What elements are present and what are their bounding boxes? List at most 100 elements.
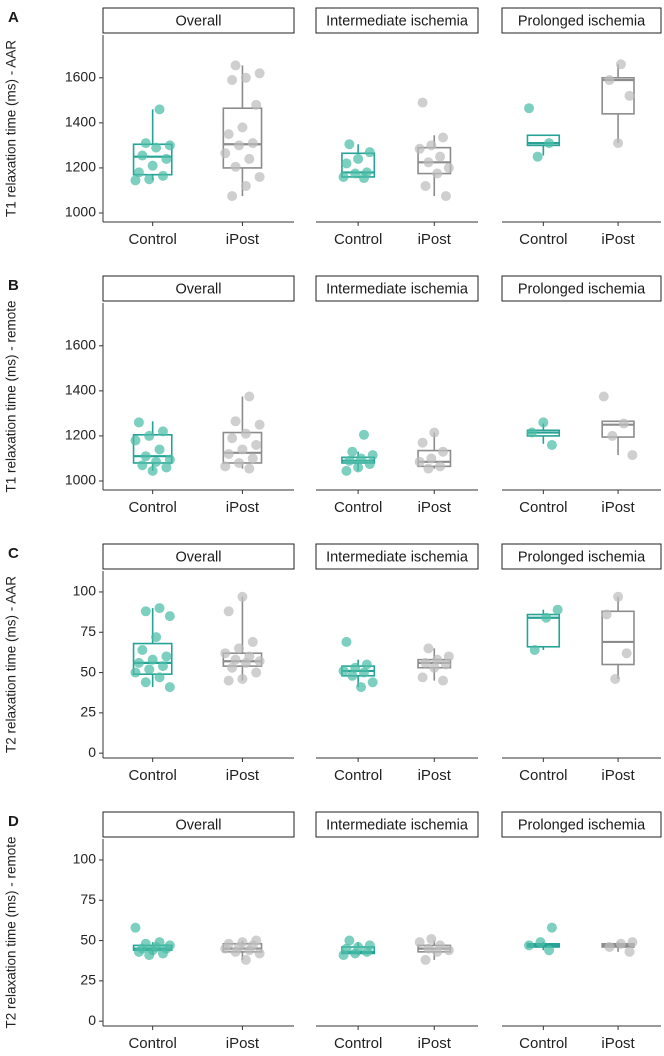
data-point (247, 636, 258, 647)
data-point (417, 97, 428, 108)
x-tick-label: iPost (418, 499, 452, 516)
box-control (338, 636, 378, 693)
data-point (435, 461, 446, 472)
data-point (443, 651, 454, 662)
data-point (133, 417, 144, 428)
facet-3: Prolonged ischemia Control iPost (501, 811, 662, 1052)
x-tick-label: Control (334, 1035, 382, 1051)
data-point (230, 654, 241, 665)
x-tick-label: Control (128, 1035, 176, 1051)
data-point (526, 427, 537, 438)
data-point (223, 129, 234, 140)
data-point (240, 72, 251, 83)
data-point (535, 937, 546, 948)
data-point (154, 104, 165, 115)
data-point (240, 180, 251, 191)
data-point (137, 460, 148, 471)
facet-title: Prolonged ischemia (518, 817, 646, 833)
data-point (341, 158, 352, 169)
data-point (341, 636, 352, 647)
y-tick-label: 75 (80, 891, 96, 907)
data-point (151, 632, 162, 643)
data-point (414, 143, 425, 154)
box-control (341, 429, 378, 476)
box-iqr (132, 642, 173, 675)
data-point (598, 391, 609, 402)
box-control (526, 604, 563, 655)
y-tick-label: 0 (88, 744, 96, 760)
data-point (426, 933, 437, 944)
y-tick-label: 1600 (65, 69, 96, 85)
x-tick-label: Control (519, 499, 567, 516)
box-ipost (601, 937, 638, 957)
data-point (429, 427, 440, 438)
data-point (164, 611, 175, 622)
box-ipost (601, 591, 635, 685)
data-point (435, 151, 446, 162)
facet-strip (501, 811, 662, 838)
data-point (443, 945, 454, 956)
data-point (613, 138, 624, 149)
data-point (154, 444, 165, 455)
facet-strip (501, 543, 662, 570)
data-point (237, 444, 248, 455)
facet-1: Overall Control iPost (102, 811, 295, 1052)
facet-3: Prolonged ischemia Control iPost (501, 7, 662, 248)
facet-2: Intermediate ischemia Control iPost (315, 7, 479, 248)
x-tick-label: iPost (601, 231, 635, 248)
data-point (432, 654, 443, 665)
data-point (420, 954, 431, 965)
data-point (604, 942, 615, 953)
data-point (353, 153, 364, 164)
box-ipost (598, 391, 638, 461)
data-point (223, 938, 234, 949)
data-point (338, 171, 349, 182)
data-point (154, 937, 165, 948)
data-point (429, 662, 440, 673)
data-point (220, 148, 231, 159)
y-tick-label: 1200 (65, 427, 96, 443)
data-point (237, 674, 248, 685)
x-tick-label: Control (334, 231, 382, 248)
data-point (237, 591, 248, 602)
y-tick-label: 0 (88, 1012, 96, 1028)
data-point (426, 140, 437, 151)
facet-2: Intermediate ischemia Control iPost (315, 543, 479, 784)
data-point (251, 935, 262, 946)
data-point (353, 942, 364, 953)
box-ipost (220, 60, 265, 202)
y-tick-label: 75 (80, 623, 96, 639)
facet-title: Prolonged ischemia (518, 13, 646, 29)
data-point (344, 455, 355, 466)
facet-title: Overall (176, 817, 222, 833)
data-point (627, 450, 638, 461)
panel-letter: D (8, 813, 19, 830)
data-point (157, 170, 168, 181)
data-point (223, 448, 234, 459)
data-point (233, 140, 244, 151)
facet-strip (315, 7, 479, 34)
data-point (615, 938, 626, 949)
data-point (432, 168, 443, 179)
data-point (151, 456, 162, 467)
panel-b: B T1 relaxation time (ms) - remote 1000 120… (4, 275, 662, 516)
y-tick-label: 1000 (65, 472, 96, 488)
data-point (164, 682, 175, 693)
data-point (367, 677, 378, 688)
x-tick-label: iPost (418, 767, 452, 784)
data-point (144, 430, 155, 441)
facet-strip (501, 275, 662, 302)
facet-title: Prolonged ischemia (518, 281, 646, 297)
data-point (417, 437, 428, 448)
facet-2: Intermediate ischemia Control iPost (315, 811, 479, 1052)
data-point (610, 674, 621, 685)
data-point (350, 168, 361, 179)
data-point (154, 672, 165, 683)
box-ipost (414, 427, 452, 474)
y-tick-label: 1200 (65, 159, 96, 175)
x-tick-label: Control (128, 499, 176, 516)
data-point (423, 943, 434, 954)
y-axis-label: T1 relaxation time (ms) - AAR (4, 40, 19, 217)
data-point (417, 672, 428, 683)
